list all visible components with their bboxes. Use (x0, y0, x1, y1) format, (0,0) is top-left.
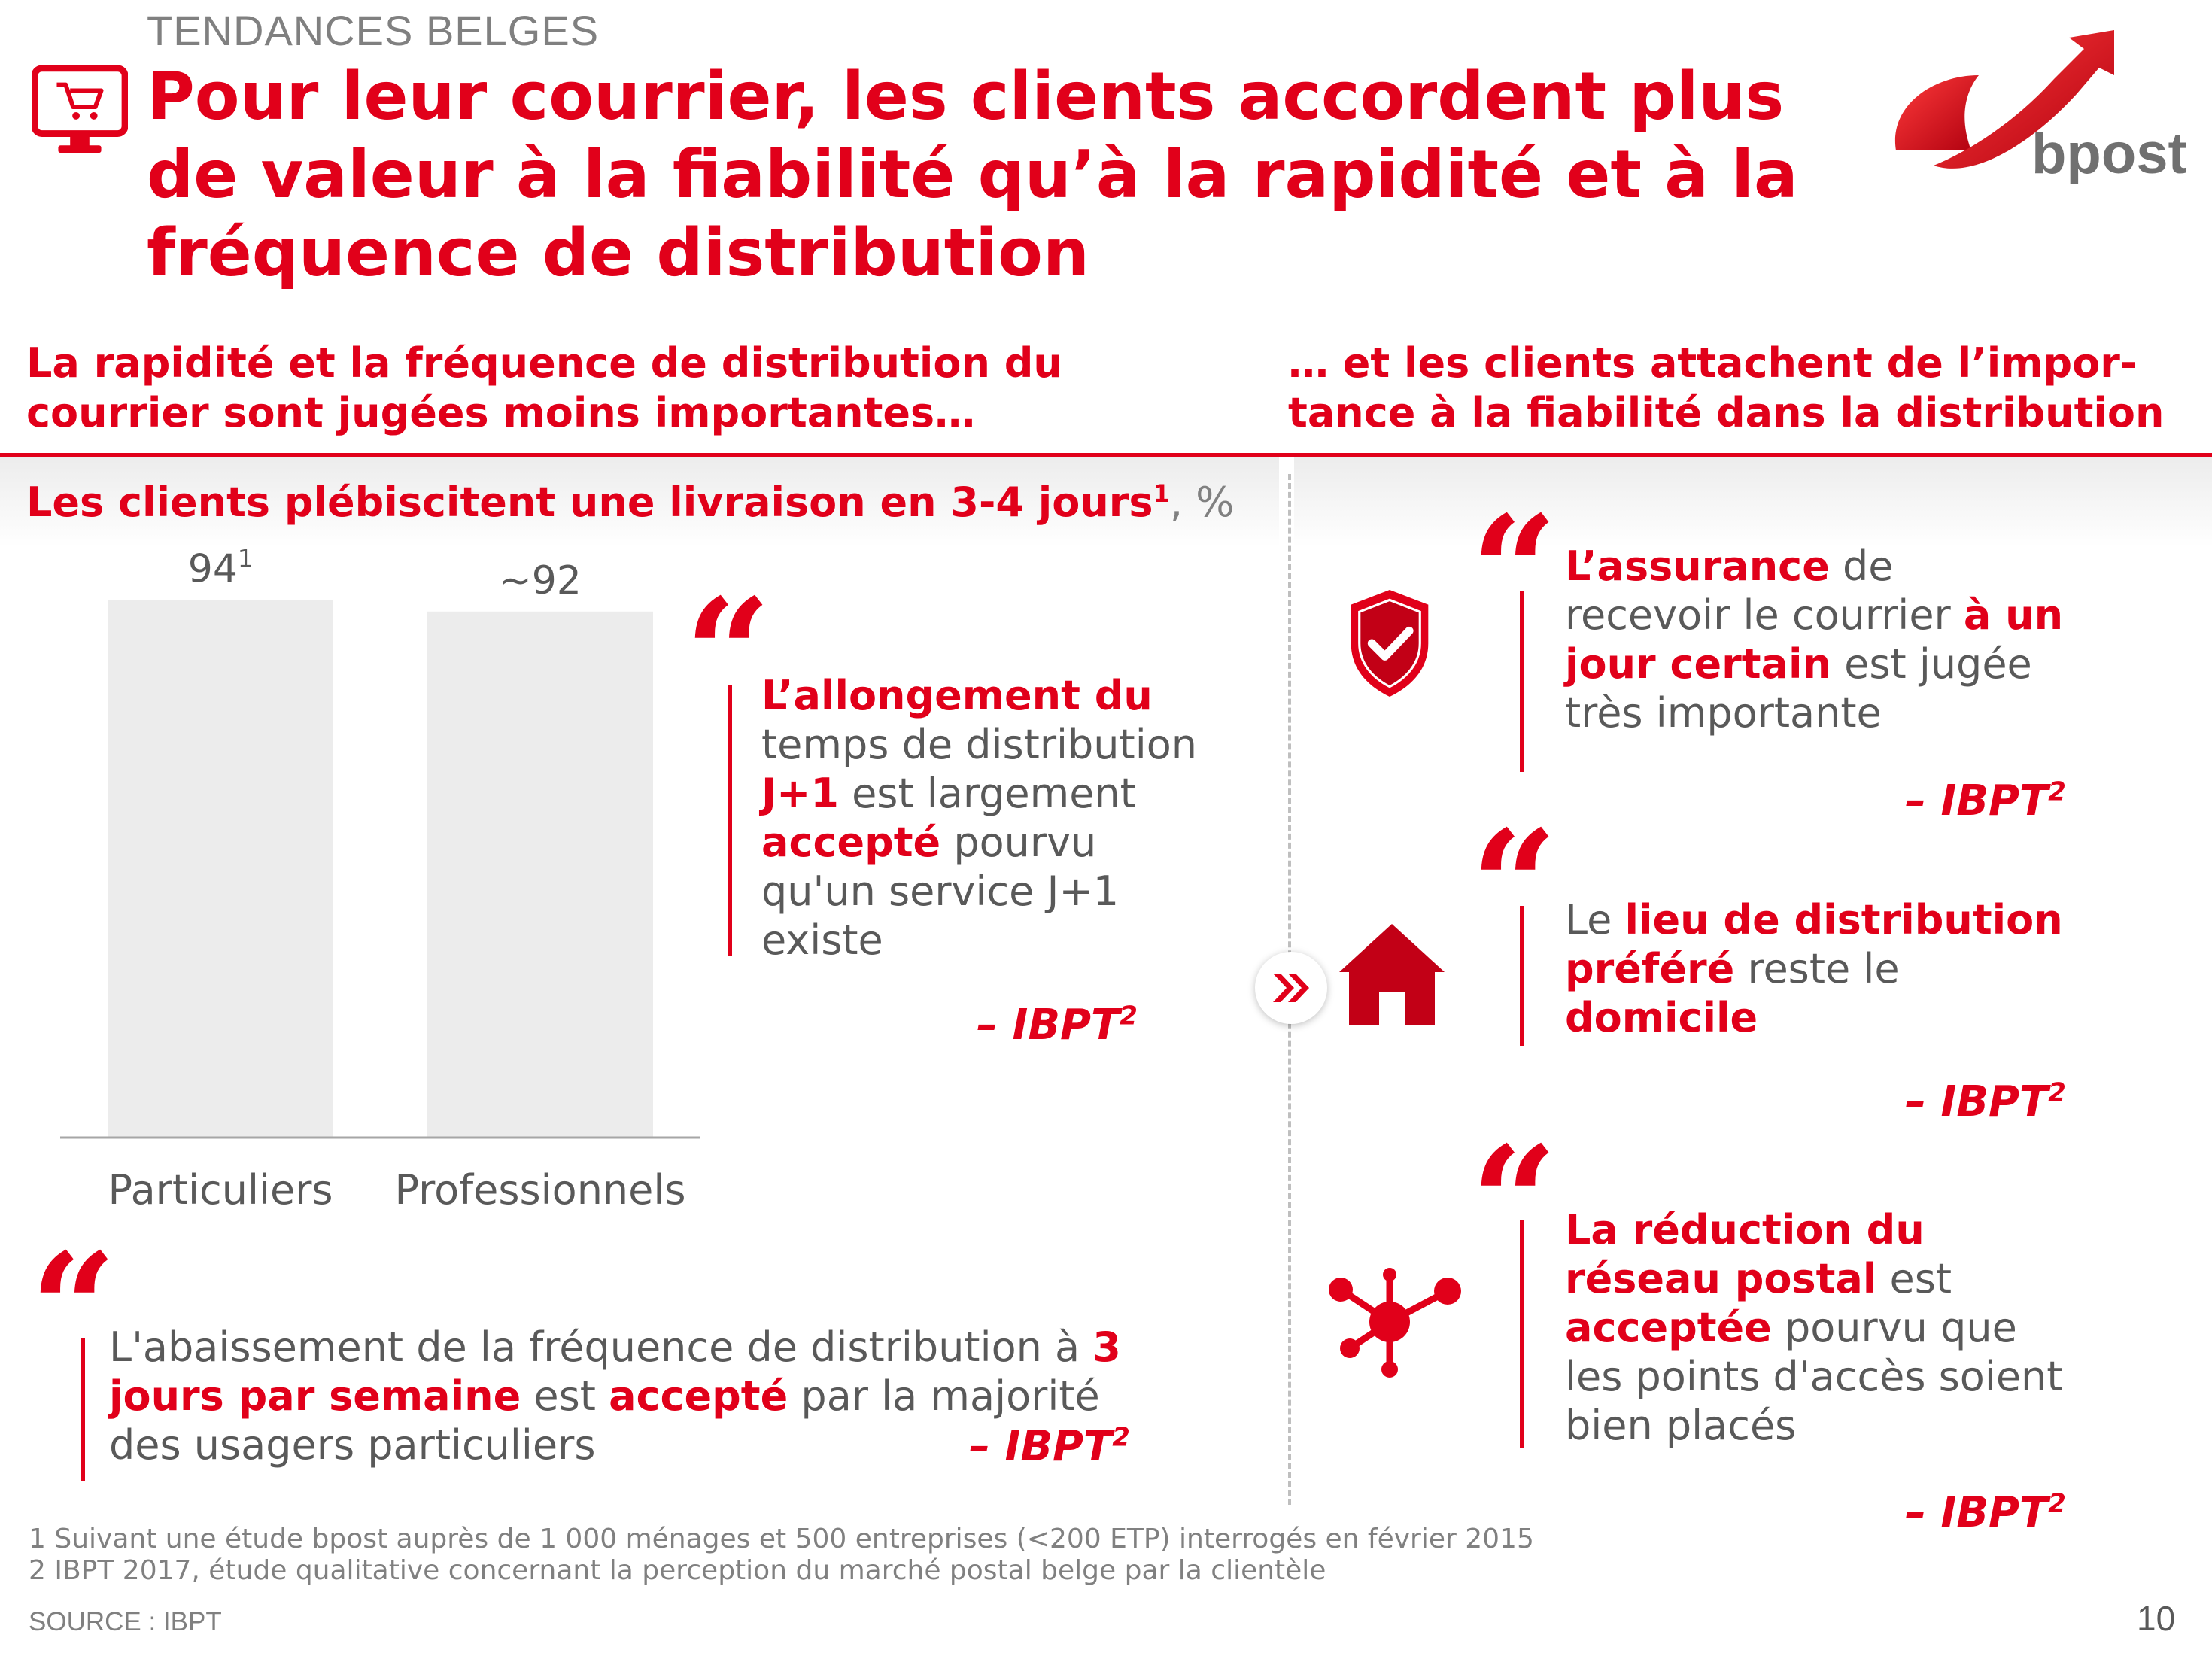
quote-fragment: est largement (838, 770, 1136, 817)
quote-text-reseau: La réduction du réseau postal est acceptée… (1565, 1205, 2137, 1450)
quote-emphasis: J+1 (761, 770, 839, 817)
chart-unit: , % (1169, 479, 1235, 526)
quote-source-text: – IBPT (1905, 1077, 2049, 1126)
footnote-1: 1 Suivant une étude bpost auprès de 1 00… (29, 1524, 1534, 1554)
footnotes: 1 Suivant une étude bpost auprès de 1 00… (29, 1524, 1534, 1587)
quote-emphasis: L’assurance (1565, 542, 1830, 590)
quote-source: – IBPT2 (1905, 1077, 2066, 1126)
quote-fragment: les points d'accès soient (1565, 1353, 2063, 1400)
quote-source: – IBPT2 (1905, 776, 2066, 825)
quote-bar (1520, 1220, 1524, 1448)
quote-source-footnote: 2 (2048, 776, 2066, 807)
data-label-footnote: 1 (238, 545, 253, 573)
chart-title: Les clients plébiscitent une livraison e… (26, 479, 1234, 526)
bar-chart: 941 Particuliers ~92 Professionnels (60, 545, 700, 1214)
quote-emphasis: 3 (1092, 1323, 1121, 1371)
quote-fragment: Le (1565, 896, 1625, 943)
quote-fragment: est (521, 1372, 609, 1420)
right-subheading-line: tance à la fiabilité dans la distributio… (1288, 389, 2165, 436)
quote-source-text: – IBPT (1905, 1488, 2049, 1537)
quote-source-footnote: 2 (2048, 1488, 2066, 1519)
category-label: Professionnels (394, 1166, 685, 1214)
quote-fragment: L'abaissement de la fréquence de distrib… (109, 1323, 1093, 1371)
chart-title-text: Les clients plébiscitent une livraison e… (26, 479, 1153, 526)
quote-fragment: pourvu (940, 819, 1097, 866)
chart-title-footnote: 1 (1153, 479, 1170, 508)
quote-fragment: est jugée (1831, 640, 2032, 688)
quote-source: – IBPT2 (977, 1001, 1138, 1050)
quote-source: – IBPT2 (1905, 1488, 2066, 1537)
quote-mark-icon: “ (1471, 497, 1558, 602)
quote-emphasis: accepté (761, 819, 941, 866)
double-chevron-right-icon (1255, 952, 1327, 1024)
quote-bar (1520, 906, 1524, 1046)
quote-emphasis: La réduction du (1565, 1206, 1925, 1253)
quote-text-frequence: L'abaissement de la fréquence de distrib… (109, 1323, 1177, 1469)
quote-fragment: très importante (1565, 689, 1882, 737)
quote-bar (81, 1338, 85, 1481)
quote-source-text: – IBPT (969, 1422, 1113, 1471)
quote-fragment: est (1876, 1255, 1952, 1302)
quote-fragment: recevoir le courrier (1565, 591, 1964, 639)
right-panel-shade (1294, 457, 2212, 547)
quote-fragment: temps de distribution (761, 721, 1197, 768)
quote-source-footnote: 2 (1120, 1001, 1138, 1032)
quote-text-assurance: L’assurance de recevoir le courrier à un j… (1565, 542, 2137, 737)
quote-emphasis: jour certain (1565, 640, 1831, 688)
quote-bar (728, 685, 732, 956)
quote-emphasis: réseau postal (1565, 1255, 1877, 1302)
quote-text-allongement: L’allongement du temps de distribution J+1… (761, 671, 1250, 965)
quote-mark-icon: “ (1471, 1127, 1558, 1232)
quote-fragment: par la majorité (788, 1372, 1100, 1420)
quote-bar (1520, 591, 1524, 772)
quote-fragment: des usagers particuliers (109, 1421, 596, 1469)
quote-source: – IBPT2 (969, 1422, 1130, 1471)
logo-text: bpost (2031, 122, 2187, 184)
page-number: 10 (2137, 1599, 2176, 1638)
quote-fragment: bien placés (1565, 1402, 1797, 1449)
quote-emphasis: L’allongement du (761, 672, 1153, 719)
category-label: Particuliers (108, 1166, 333, 1214)
data-label: ~92 (499, 558, 582, 603)
quote-text-lieu: Le lieu de distribution préféré reste le d… (1565, 895, 2137, 1042)
footnote-2: 2 IBPT 2017, étude qualitative concernan… (29, 1555, 1326, 1586)
quote-fragment: de (1829, 542, 1894, 590)
section-kicker: TENDANCES BELGES (147, 7, 600, 54)
left-subheading-line: La rapidité et la fréquence de distribut… (26, 339, 1062, 387)
quote-emphasis: jours par semaine (109, 1372, 521, 1420)
shield-check-icon (1351, 589, 1429, 697)
bar-professionnels (427, 611, 653, 1138)
quote-mark-icon: “ (30, 1234, 117, 1339)
quote-emphasis: accepté (609, 1372, 788, 1420)
quote-source-text: – IBPT (1905, 776, 2049, 825)
data-label: 941 (188, 545, 254, 592)
quote-emphasis: domicile (1565, 994, 1758, 1041)
bpost-logo: bpost (1894, 30, 2187, 184)
quote-fragment: existe (761, 916, 883, 964)
network-nodes-icon (1329, 1268, 1461, 1378)
quote-source-text: – IBPT (977, 1001, 1120, 1050)
quote-fragment: pourvu que (1771, 1304, 2017, 1351)
left-subheading: La rapidité et la fréquence de distribut… (26, 339, 1062, 438)
source-label: SOURCE : IBPT (29, 1607, 222, 1636)
quote-emphasis: acceptée (1565, 1304, 1772, 1351)
quote-fragment: reste le (1734, 945, 1900, 992)
quote-emphasis: lieu de distribution (1624, 896, 2063, 943)
quote-source-footnote: 2 (1112, 1422, 1130, 1453)
quote-emphasis: préféré (1565, 945, 1735, 992)
shopping-cart-monitor-icon (32, 65, 128, 153)
quote-emphasis: à un (1963, 591, 2064, 639)
left-panel-shade (0, 457, 1279, 547)
quote-mark-icon: “ (685, 579, 772, 685)
section-divider-rule (0, 453, 2212, 457)
right-subheading: … et les clients attachent de l’impor- t… (1288, 339, 2164, 438)
quote-source-footnote: 2 (2048, 1077, 2066, 1108)
quote-mark-icon: “ (1471, 811, 1558, 916)
bar-particuliers (108, 600, 333, 1138)
house-icon (1339, 924, 1445, 1025)
page-title: Pour leur courrier, les clients accorden… (147, 58, 1798, 291)
right-subheading-line: … et les clients attachent de l’impor- (1288, 339, 2138, 387)
quote-fragment: qu'un service J+1 (761, 867, 1120, 915)
left-subheading-line: courrier sont jugées moins importantes… (26, 389, 976, 436)
